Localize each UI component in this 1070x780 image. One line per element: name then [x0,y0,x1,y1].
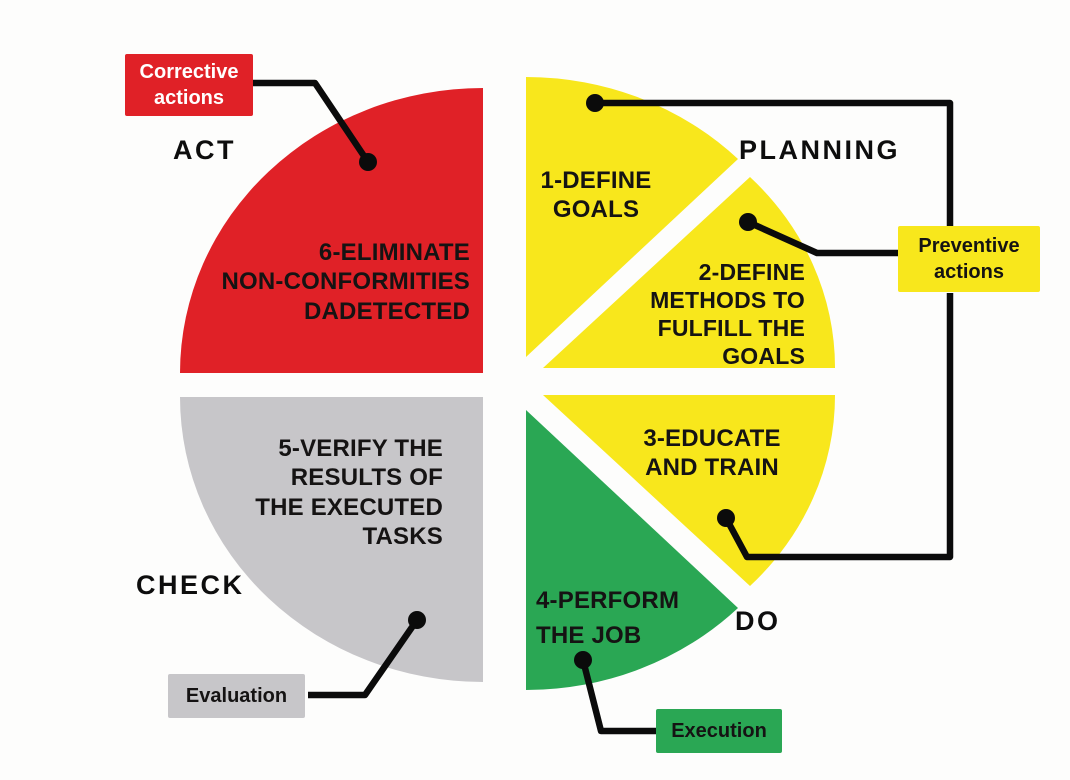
wedge-act [180,88,483,373]
connector-corrective [253,79,371,164]
phase-label-do: DO [735,606,781,636]
dot-sector3 [717,509,735,527]
dot-sector1 [586,94,604,112]
phase-label-act: ACT [173,135,236,165]
wedge-do [526,410,738,690]
dot-sector2 [739,213,757,231]
dot-sector4 [574,651,592,669]
sector-3-educate-train: 3-EDUCATE AND TRAIN [643,425,781,482]
wedge-plan-1 [526,77,738,357]
connector-preventive [746,219,898,257]
dot-sector6 [359,153,377,171]
connector-evaluation [308,618,420,699]
callout-evaluation: Evaluation [168,674,305,718]
wedge-plan-3 [543,395,836,586]
phase-label-check: CHECK [136,570,245,600]
sector-6-eliminate-nonconformities: 6-ELIMINATE NON-CONFORMITIES DADETECTED [221,239,470,325]
sector-2-define-methods: 2-DEFINE METHODS TO FULFILL THE GOALS [650,259,805,370]
phase-label-planning: PLANNING [739,135,900,165]
sector-1-define-goals: 1-DEFINE GOALS [540,167,652,224]
sector-4-perform-job: 4-PERFORM THE JOB [536,587,680,649]
dot-sector5 [408,611,426,629]
callout-execution: Execution [656,709,782,753]
callout-preventive-actions: Preventive actions [898,226,1040,292]
connector-preventive-to-sector3 [723,293,954,561]
connector-planning-top [595,99,954,227]
callout-corrective-actions: Corrective actions [125,54,253,116]
connector-execution [579,659,656,735]
sector-5-verify-results: 5-VERIFY THE RESULTS OF THE EXECUTED TAS… [255,435,443,550]
wedge-check [180,397,483,682]
